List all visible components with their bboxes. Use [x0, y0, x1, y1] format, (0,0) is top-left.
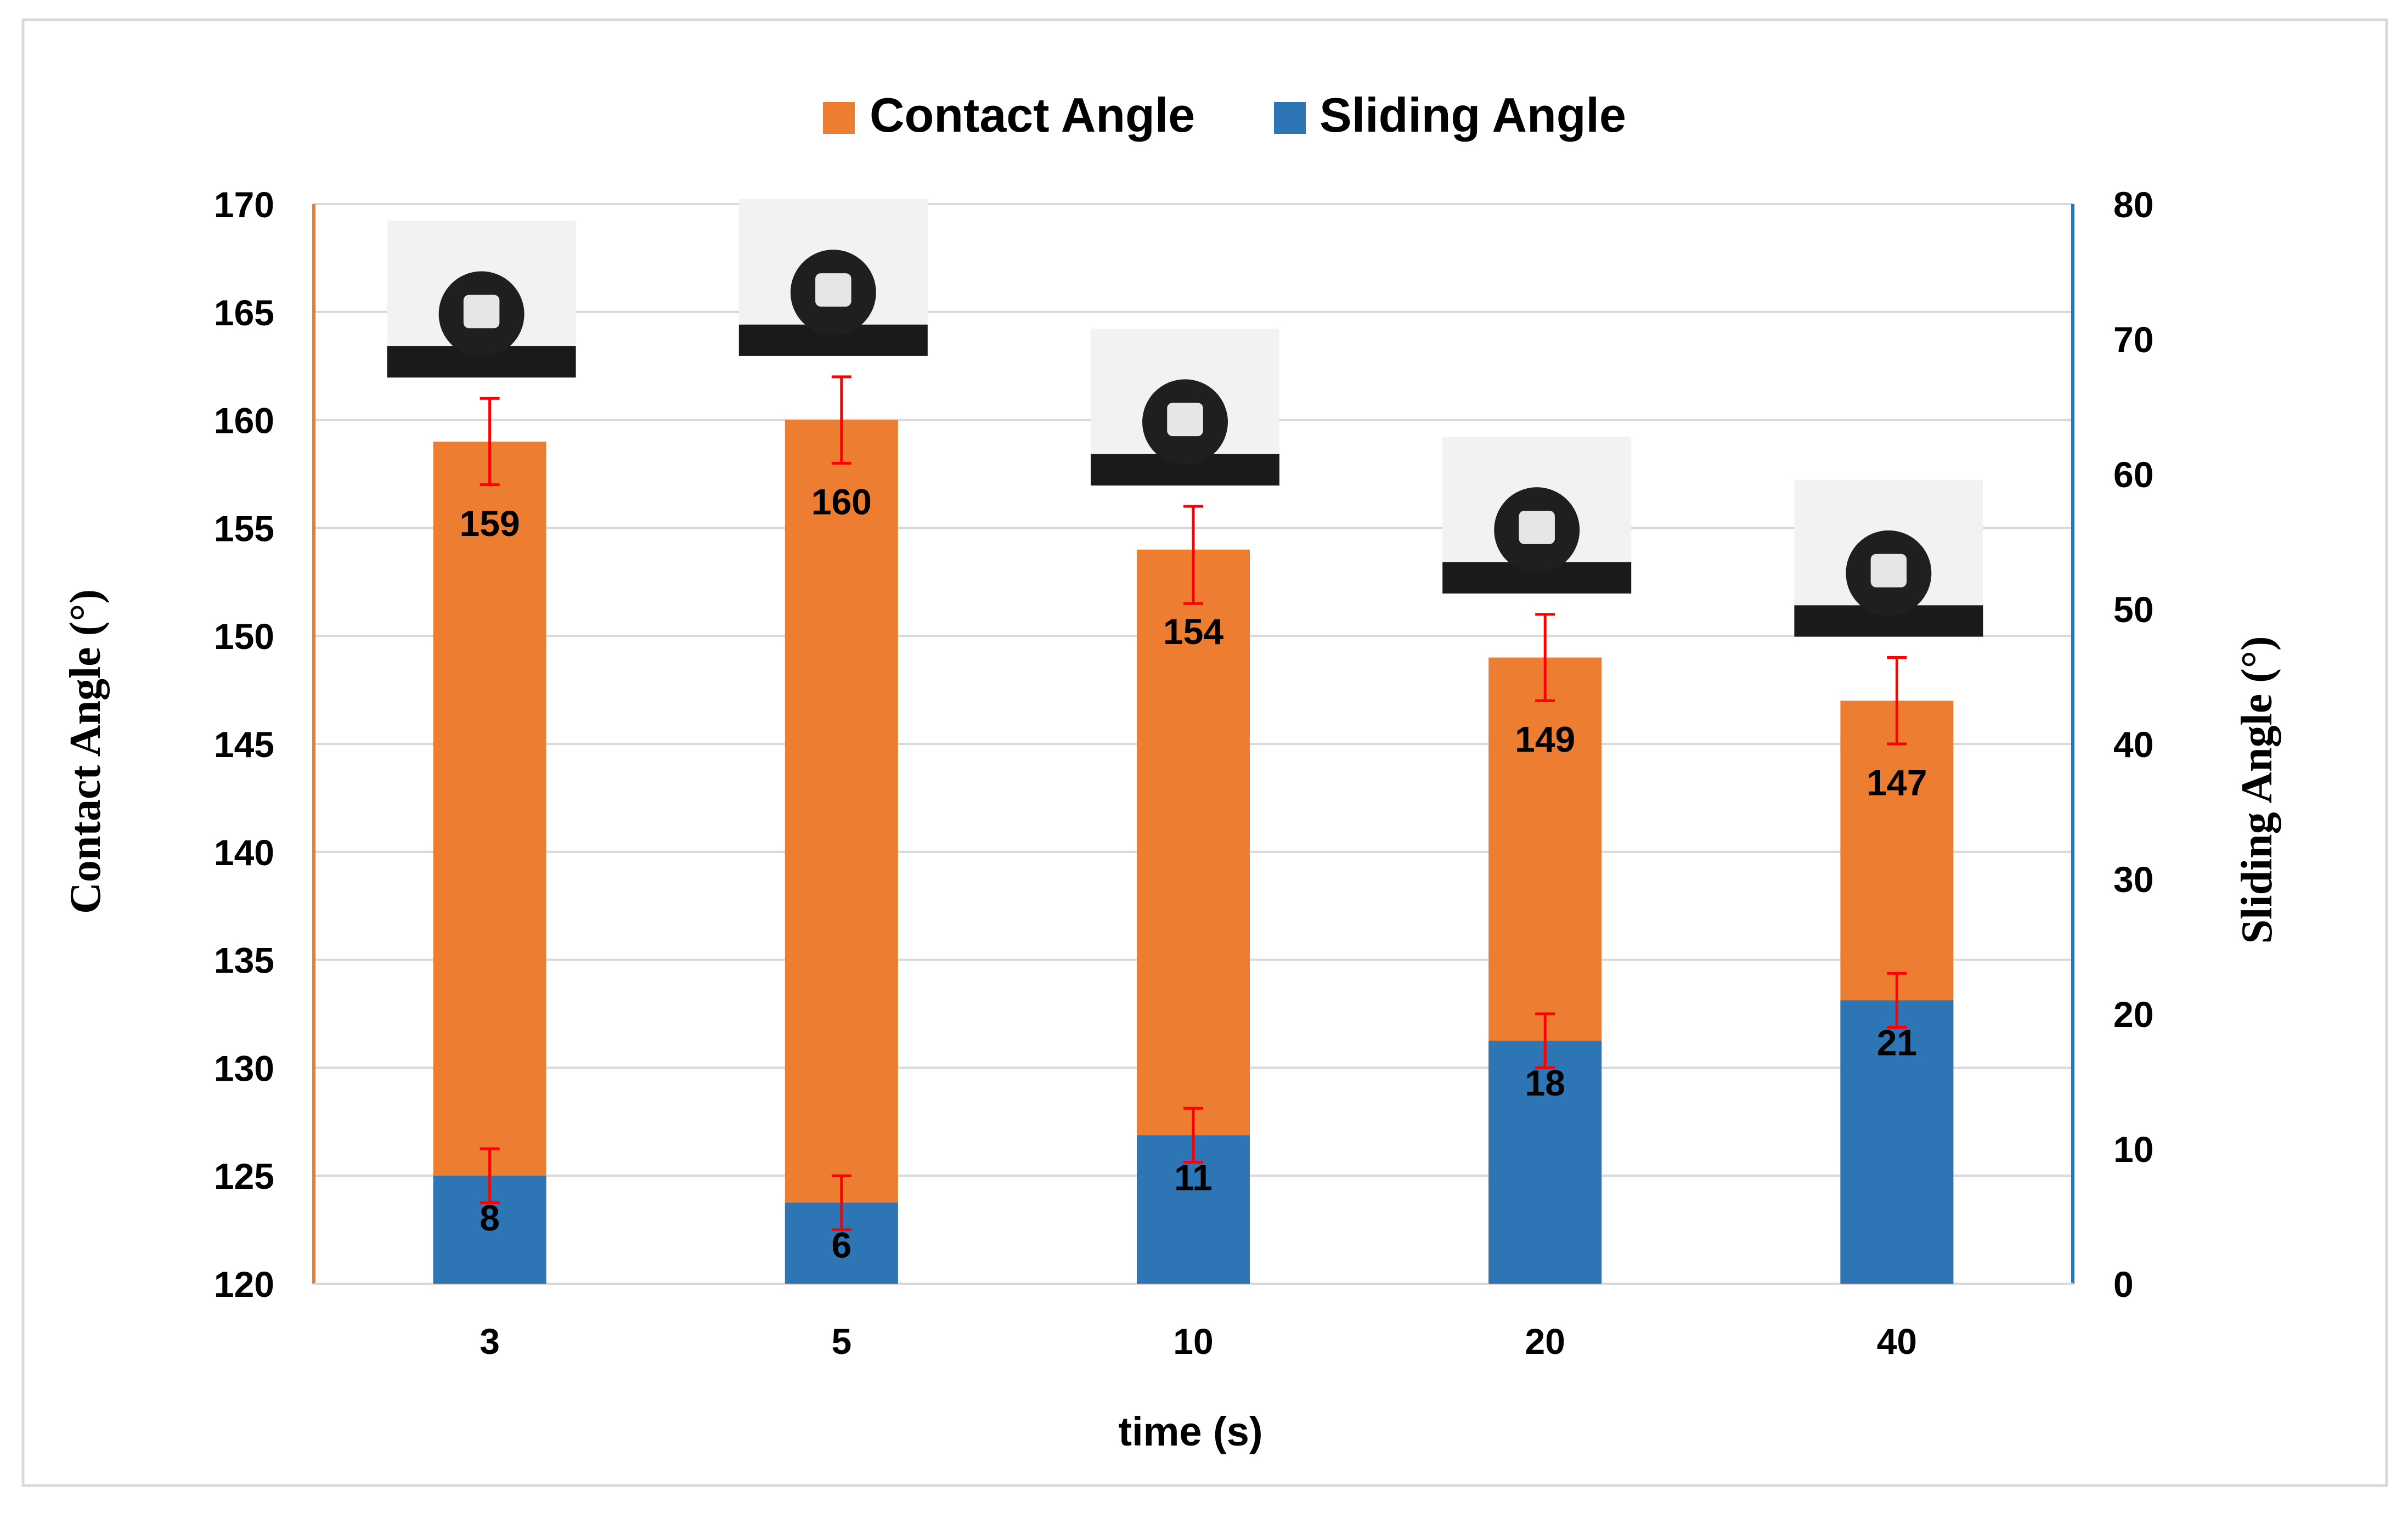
data-label-sliding-angle: 6	[831, 1224, 851, 1265]
droplet-highlight	[463, 295, 500, 329]
y-tick-label: 155	[214, 508, 274, 549]
legend-swatch-sliding-angle	[1274, 102, 1306, 134]
x-tick-label: 5	[831, 1321, 851, 1362]
y-axis-title: Contact Angle (°)	[61, 589, 110, 914]
y-tick-label: 160	[214, 400, 274, 441]
droplet-images	[387, 199, 1983, 637]
y-tick-label: 120	[214, 1264, 274, 1305]
right-y-tick-labels: 0 10 20 30 40 50 60 70 80	[2113, 184, 2153, 1305]
droplet-image	[387, 221, 576, 378]
data-label-contact-angle: 154	[1163, 611, 1223, 652]
y2-tick-label: 30	[2113, 859, 2153, 900]
y2-tick-label: 50	[2113, 589, 2153, 630]
x-tick-label: 10	[1173, 1321, 1213, 1362]
y-tick-label: 140	[214, 832, 274, 873]
droplet-highlight	[1519, 511, 1555, 544]
legend-swatch-contact-angle	[823, 102, 855, 134]
y2-tick-label: 80	[2113, 184, 2153, 225]
data-label-sliding-angle: 18	[1525, 1063, 1565, 1103]
y-tick-label: 125	[214, 1156, 274, 1196]
droplet-image	[1442, 436, 1632, 594]
bar-contact-angle	[785, 420, 898, 1284]
droplet-image	[738, 199, 928, 356]
error-bars	[480, 375, 1907, 1232]
data-label-contact-angle: 147	[1866, 762, 1927, 803]
droplet-highlight	[1870, 554, 1907, 588]
x-tick-label: 40	[1877, 1321, 1917, 1362]
y-tick-label: 165	[214, 292, 274, 333]
droplet-image	[1794, 479, 1983, 637]
y-tick-label: 170	[214, 184, 274, 225]
y2-tick-label: 0	[2113, 1264, 2134, 1305]
y2-tick-label: 20	[2113, 994, 2153, 1035]
bar-sliding-angle	[1488, 1041, 1602, 1284]
left-y-tick-labels: 120 125 130 135 140 145 150 155 160 165 170	[214, 184, 274, 1305]
gridlines	[314, 203, 2073, 1177]
bar-contact-angle	[433, 441, 546, 1284]
y-tick-label: 135	[214, 940, 274, 981]
legend-label-sliding-angle: Sliding Angle	[1319, 88, 1626, 142]
data-label-contact-angle: 160	[811, 482, 872, 522]
data-label-sliding-angle: 11	[1174, 1157, 1213, 1198]
data-label-contact-angle: 159	[460, 503, 520, 544]
droplet-highlight	[1167, 403, 1203, 437]
data-label-sliding-angle: 8	[480, 1198, 500, 1238]
y2-tick-label: 10	[2113, 1129, 2153, 1170]
y2-tick-label: 40	[2113, 724, 2153, 765]
bar-sliding-angle	[1840, 1000, 1954, 1284]
x-tick-label: 3	[480, 1321, 500, 1362]
legend: Contact Angle Sliding Angle	[823, 88, 1626, 142]
data-label-contact-angle: 149	[1515, 719, 1575, 760]
x-tick-label: 20	[1525, 1321, 1565, 1362]
data-label-sliding-angle: 21	[1877, 1022, 1917, 1063]
y-tick-label: 145	[214, 724, 274, 765]
droplet-image	[1091, 329, 1279, 486]
y-tick-label: 150	[214, 616, 274, 657]
y2-tick-label: 60	[2113, 454, 2153, 495]
legend-label-contact-angle: Contact Angle	[870, 88, 1195, 142]
y2-tick-label: 70	[2113, 319, 2153, 360]
droplet-highlight	[815, 273, 851, 307]
y-tick-label: 130	[214, 1048, 274, 1088]
x-axis-title: time (s)	[1118, 1409, 1262, 1454]
x-tick-labels: 3 5 10 20 40	[480, 1321, 1917, 1362]
data-labels: 159 8 160 6 154 11 149 18 147 21	[460, 482, 1927, 1266]
y2-axis-title: Sliding Angle (°)	[2233, 636, 2281, 944]
